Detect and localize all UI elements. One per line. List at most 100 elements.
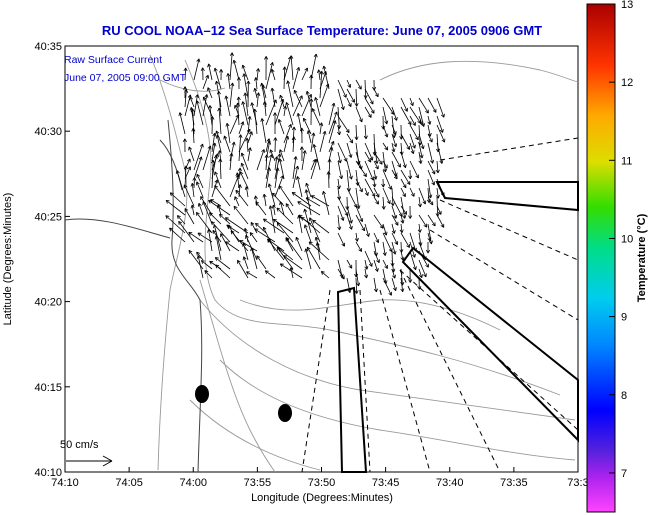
current-vector bbox=[197, 232, 213, 243]
current-vector-head bbox=[375, 175, 378, 180]
current-vector bbox=[436, 97, 445, 118]
current-vector-head bbox=[209, 212, 213, 215]
current-vector bbox=[169, 227, 186, 243]
current-vector-head bbox=[272, 112, 276, 116]
current-vector bbox=[214, 185, 231, 207]
current-vector-head bbox=[301, 146, 304, 150]
current-vector bbox=[269, 205, 276, 234]
current-vector-head bbox=[196, 212, 200, 215]
current-vector-head bbox=[237, 167, 241, 172]
current-vector-head bbox=[372, 183, 376, 188]
current-vector-head bbox=[312, 220, 315, 224]
current-vector-head bbox=[243, 228, 246, 232]
current-vector-head bbox=[212, 132, 216, 137]
current-vector-head bbox=[339, 226, 342, 231]
current-vector bbox=[382, 124, 388, 138]
current-vector-head bbox=[226, 73, 229, 77]
current-vector-head bbox=[237, 184, 241, 188]
current-vector-head bbox=[414, 144, 416, 149]
current-vector-head bbox=[428, 240, 432, 245]
current-vector-head bbox=[371, 194, 376, 197]
current-vector-head bbox=[390, 112, 395, 115]
current-vector bbox=[249, 232, 258, 243]
current-vector-head bbox=[417, 203, 421, 208]
current-vector-head bbox=[191, 128, 194, 132]
current-vector-head bbox=[375, 166, 379, 170]
current-vector-head bbox=[190, 204, 193, 209]
current-vector-head bbox=[373, 176, 377, 180]
current-vector-head bbox=[224, 135, 228, 139]
current-vector-head bbox=[327, 158, 331, 163]
y-axis-label: Latitude (Degrees:Minutes) bbox=[2, 193, 14, 326]
current-vector-head bbox=[176, 215, 179, 220]
current-vector bbox=[373, 250, 380, 263]
current-vector bbox=[229, 52, 233, 81]
current-vector-head bbox=[356, 282, 359, 287]
y-tick-label: 40:10 bbox=[34, 467, 62, 479]
current-vector bbox=[292, 67, 300, 90]
current-vector-head bbox=[331, 147, 334, 151]
current-vector-head bbox=[348, 154, 352, 158]
current-vector-head bbox=[206, 94, 209, 98]
current-vector-head bbox=[279, 153, 282, 158]
current-vector bbox=[305, 189, 312, 216]
current-vector-head bbox=[384, 121, 388, 125]
current-vector-head bbox=[358, 86, 362, 90]
current-vector-head bbox=[296, 67, 300, 71]
current-vector bbox=[364, 151, 372, 163]
legend-line2: June 07, 2005 09:00 GMT bbox=[64, 72, 187, 84]
current-vector bbox=[272, 204, 276, 216]
current-vector-head bbox=[254, 77, 257, 81]
current-vector-head bbox=[263, 149, 266, 153]
current-vector bbox=[241, 162, 249, 180]
current-vector-head bbox=[375, 202, 379, 205]
current-vector-head bbox=[214, 67, 218, 71]
current-vector-head bbox=[241, 64, 243, 69]
current-vector-head bbox=[296, 176, 298, 180]
current-vector-head bbox=[348, 188, 351, 192]
current-vector-head bbox=[330, 141, 334, 144]
current-vector bbox=[196, 212, 213, 234]
current-vector-head bbox=[409, 279, 413, 283]
current-vector-head bbox=[263, 226, 267, 230]
current-vector-head bbox=[392, 251, 396, 255]
current-vector bbox=[436, 124, 445, 143]
current-vector-head bbox=[267, 238, 269, 243]
current-vector-head bbox=[297, 201, 300, 205]
current-vector-head bbox=[403, 212, 407, 215]
current-vector-head bbox=[364, 266, 368, 270]
current-vector bbox=[391, 196, 403, 217]
current-vector-head bbox=[315, 242, 318, 246]
current-vector-head bbox=[402, 164, 406, 169]
current-vector bbox=[355, 187, 360, 209]
current-vector-head bbox=[384, 266, 388, 269]
current-vector bbox=[301, 94, 312, 117]
current-vector-head bbox=[308, 241, 311, 246]
current-vector-head bbox=[279, 201, 281, 206]
current-vector-head bbox=[361, 228, 365, 232]
current-vector-head bbox=[369, 101, 374, 105]
current-vector-head bbox=[339, 131, 342, 136]
current-vector-head bbox=[215, 135, 218, 139]
current-vector-head bbox=[265, 56, 269, 60]
current-vector bbox=[328, 147, 333, 162]
colorbar-tick-label: 13 bbox=[621, 0, 633, 11]
current-vector-head bbox=[415, 137, 419, 141]
current-vector-head bbox=[279, 158, 283, 162]
current-vector bbox=[292, 156, 297, 180]
current-vector-head bbox=[210, 159, 214, 164]
current-vector bbox=[391, 142, 395, 153]
current-vector bbox=[264, 101, 267, 117]
current-vector-head bbox=[374, 268, 378, 272]
current-vector bbox=[355, 79, 362, 90]
current-vector-head bbox=[365, 233, 370, 237]
current-vector bbox=[184, 208, 195, 225]
current-vector-head bbox=[266, 167, 270, 171]
current-vector-head bbox=[287, 80, 291, 84]
current-vector-head bbox=[272, 219, 276, 223]
current-vector bbox=[382, 241, 386, 256]
current-vector bbox=[265, 270, 276, 279]
current-vector bbox=[400, 106, 412, 125]
current-vector-head bbox=[397, 164, 401, 168]
current-vector bbox=[191, 183, 195, 198]
